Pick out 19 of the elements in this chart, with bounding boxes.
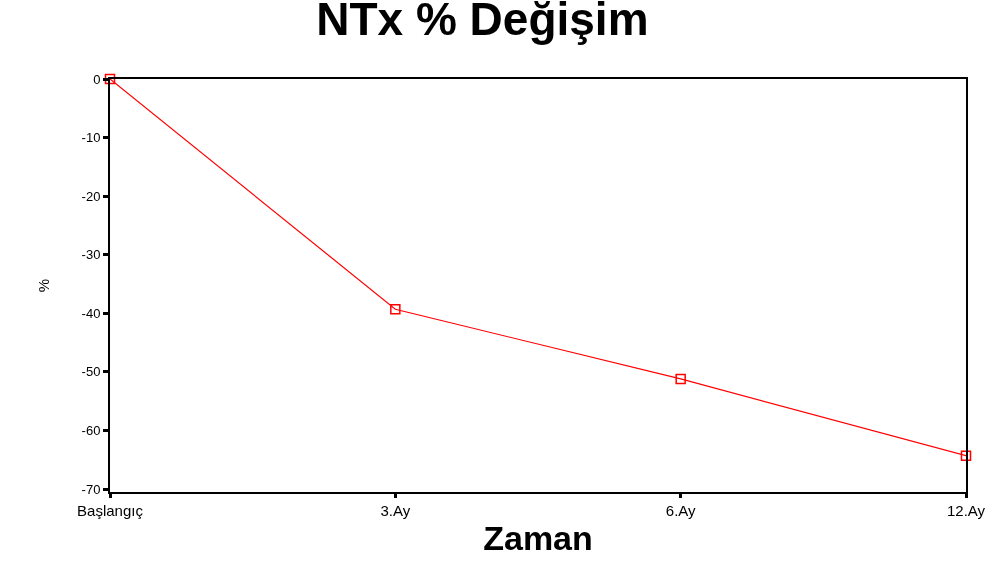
y-tick-label: -60 — [81, 423, 101, 439]
point — [675, 373, 686, 385]
x-axis-title: Zaman — [483, 518, 593, 557]
x-tick-label: 3.Ay — [380, 502, 411, 519]
y-tick-label: 0 — [93, 71, 101, 87]
x-tick-label: Başlangıç — [77, 502, 144, 519]
y-tick-label: -40 — [81, 305, 101, 321]
chart-title: NTx % Değişim — [316, 0, 649, 46]
y-tick-label: -50 — [81, 364, 101, 380]
x-tick-label: 6.Ay — [665, 502, 697, 519]
x-tick-label: 12.Ay — [946, 502, 986, 519]
y-tick-label: -10 — [81, 130, 101, 146]
y-tick-label: -20 — [81, 188, 101, 204]
y-axis-title: % — [35, 278, 53, 293]
point — [390, 303, 401, 315]
point — [104, 73, 116, 85]
y-tick-label: -30 — [81, 247, 101, 263]
point — [960, 450, 972, 461]
y-tick-label: -70 — [81, 481, 101, 497]
